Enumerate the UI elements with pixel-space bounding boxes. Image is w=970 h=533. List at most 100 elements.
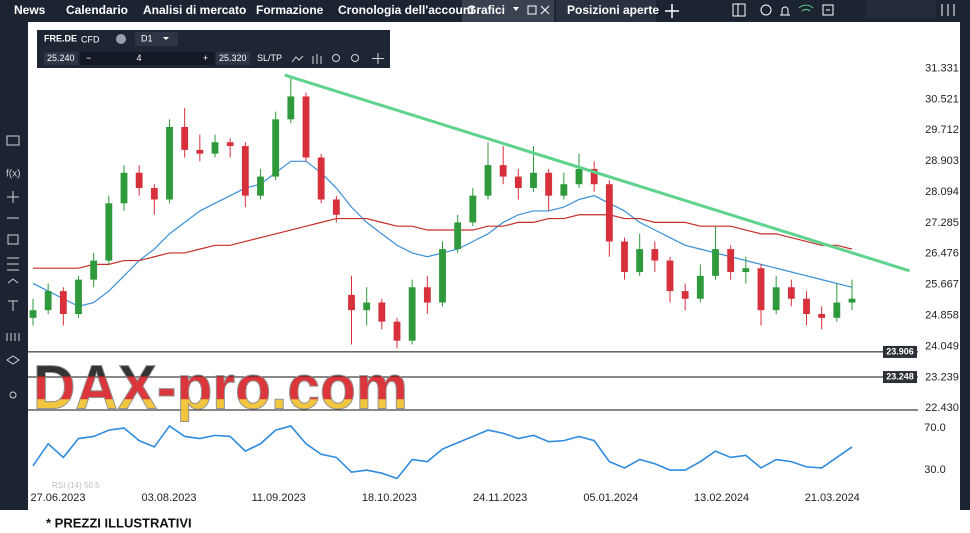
bell-icon[interactable] [780, 6, 790, 16]
watermark: DAX-pro.com [33, 353, 408, 422]
quantity-box[interactable] [80, 52, 214, 65]
menu-icon[interactable] [941, 4, 955, 16]
tools: f(x) [6, 135, 20, 399]
tab-menu[interactable] [513, 7, 519, 11]
buy-price[interactable]: 25.320 [219, 53, 247, 63]
tool[interactable] [7, 257, 19, 271]
candle-body [605, 184, 613, 242]
info-icon[interactable] [116, 34, 126, 44]
candle-body [833, 302, 841, 318]
nav-tab[interactable]: Cronologia dell'account [338, 3, 474, 17]
tool[interactable] [7, 278, 19, 284]
nav-tab[interactable]: Formazione [256, 3, 324, 17]
tab-maximize[interactable] [527, 5, 537, 15]
candle-body [696, 275, 704, 299]
candle-body [105, 203, 113, 261]
y-tick-label: 23.239 [925, 371, 959, 383]
indicator-label: RSI (14) 50.5 [52, 481, 100, 490]
tool[interactable] [6, 355, 20, 365]
price-plot [29, 73, 911, 349]
tool[interactable] [9, 391, 17, 399]
candle-body [454, 222, 462, 250]
right-edge [960, 22, 970, 510]
tool[interactable] [7, 191, 19, 203]
y-tick-label: 25.667 [925, 279, 959, 291]
candle-body [757, 268, 765, 311]
candle-body [772, 287, 780, 311]
candle-body [787, 287, 795, 299]
wifi-icon [798, 4, 814, 12]
minus[interactable]: − [86, 53, 91, 63]
tool[interactable] [312, 54, 322, 64]
candle-body [469, 195, 477, 223]
tool[interactable]: f(x) [6, 169, 20, 180]
tab-close[interactable] [540, 5, 550, 15]
x-tick-label: 27.06.2023 [30, 492, 85, 504]
candle-body [135, 172, 143, 189]
sl-tp[interactable]: SL/TP [257, 53, 282, 63]
nav-tab[interactable]: Analisi di mercato [143, 3, 246, 17]
y-tick-label: 30.521 [925, 93, 959, 105]
candle-body [166, 126, 173, 200]
symbol[interactable]: FRE.DE [44, 33, 77, 43]
candle-body [636, 249, 644, 273]
buy-box[interactable] [216, 52, 250, 65]
instrument-type: CFD [81, 34, 100, 44]
candle-body [75, 279, 82, 314]
nav-tab[interactable]: Posizioni aperte [567, 3, 659, 17]
y-tick-label: 30.0 [924, 464, 945, 476]
candle-body [651, 249, 659, 261]
tool[interactable] [372, 53, 384, 64]
quantity[interactable]: 4 [136, 53, 141, 63]
candle-body [408, 287, 416, 341]
price-tag [883, 371, 917, 384]
add-tab[interactable] [665, 4, 679, 18]
candle-body [681, 291, 689, 299]
tool[interactable] [6, 135, 20, 146]
candle-body [196, 149, 204, 154]
candle-body [575, 168, 583, 185]
tool[interactable] [351, 54, 359, 62]
footer-note: * PREZZI ILLUSTRATIVI [46, 515, 192, 530]
candle-body [348, 294, 355, 311]
tool[interactable] [6, 333, 20, 341]
nav-tab[interactable]: Calendario [66, 3, 128, 17]
sell-box[interactable] [44, 52, 78, 65]
tool[interactable] [8, 300, 18, 311]
y-tick-label: 28.094 [925, 186, 959, 198]
x-tick-label: 13.02.2024 [694, 492, 749, 504]
tab[interactable] [556, 0, 656, 22]
y-tick-label: 24.858 [925, 310, 959, 322]
tool[interactable] [332, 54, 340, 62]
timeframe-box[interactable] [135, 32, 178, 46]
candle-body [848, 298, 856, 303]
dropdown-arrow [163, 37, 169, 40]
tool[interactable] [7, 234, 19, 245]
money-icon[interactable] [760, 4, 772, 16]
price-tag-label: 23.906 [886, 346, 914, 356]
price-tag [883, 345, 917, 358]
y-tick-label: 28.903 [925, 155, 959, 167]
candle-body [120, 172, 128, 204]
tool[interactable] [291, 55, 304, 63]
candle-body [211, 142, 219, 154]
nav-tab[interactable]: Grafici [467, 3, 505, 17]
y-tick-label: 31.331 [925, 62, 959, 74]
candle-body [742, 268, 750, 273]
candle-body [363, 302, 371, 311]
candle-body [378, 302, 386, 322]
sell-price[interactable]: 25.240 [47, 53, 75, 63]
nav-tab[interactable]: News [14, 3, 46, 17]
candle-body [332, 199, 340, 215]
account-box[interactable] [866, 0, 936, 18]
layout-icon[interactable] [732, 3, 746, 17]
candle-body [226, 142, 234, 147]
x-tick-label: 11.09.2023 [252, 492, 306, 504]
x-tick-label: 03.08.2023 [142, 492, 197, 504]
candle-body [90, 260, 98, 280]
plus[interactable]: + [203, 53, 208, 63]
timeframe[interactable]: D1 [141, 33, 153, 43]
account-icon[interactable] [822, 4, 834, 16]
